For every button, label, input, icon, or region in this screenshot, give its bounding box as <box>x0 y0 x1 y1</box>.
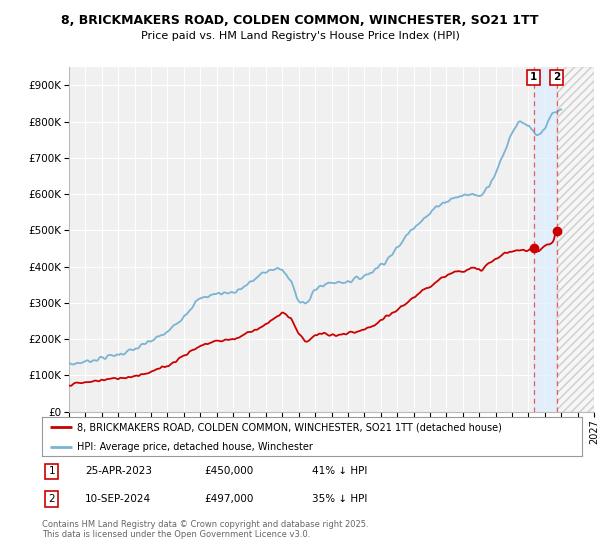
Text: 25-APR-2023: 25-APR-2023 <box>85 466 152 477</box>
Bar <box>557 67 594 412</box>
Bar <box>557 67 594 412</box>
Bar <box>533 67 557 412</box>
Text: Price paid vs. HM Land Registry's House Price Index (HPI): Price paid vs. HM Land Registry's House … <box>140 31 460 41</box>
Text: HPI: Average price, detached house, Winchester: HPI: Average price, detached house, Winc… <box>77 442 313 451</box>
Text: £497,000: £497,000 <box>204 494 253 504</box>
Bar <box>557 67 594 412</box>
Text: 8, BRICKMAKERS ROAD, COLDEN COMMON, WINCHESTER, SO21 1TT: 8, BRICKMAKERS ROAD, COLDEN COMMON, WINC… <box>61 14 539 27</box>
Text: Contains HM Land Registry data © Crown copyright and database right 2025.
This d: Contains HM Land Registry data © Crown c… <box>42 520 368 539</box>
Text: 10-SEP-2024: 10-SEP-2024 <box>85 494 151 504</box>
Text: 8, BRICKMAKERS ROAD, COLDEN COMMON, WINCHESTER, SO21 1TT (detached house): 8, BRICKMAKERS ROAD, COLDEN COMMON, WINC… <box>77 422 502 432</box>
Text: £450,000: £450,000 <box>204 466 253 477</box>
Text: 2: 2 <box>49 494 55 504</box>
Text: 1: 1 <box>530 72 537 82</box>
Text: 2: 2 <box>553 72 560 82</box>
Text: 41% ↓ HPI: 41% ↓ HPI <box>312 466 367 477</box>
Text: 1: 1 <box>49 466 55 477</box>
Text: 35% ↓ HPI: 35% ↓ HPI <box>312 494 367 504</box>
